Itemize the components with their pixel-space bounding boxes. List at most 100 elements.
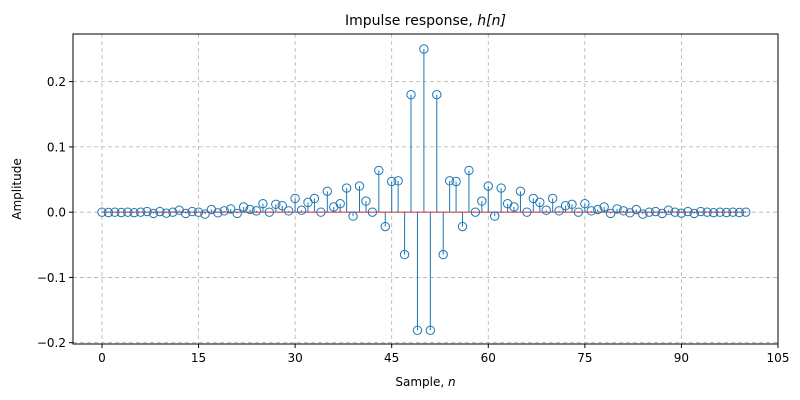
stem-marker bbox=[219, 206, 230, 216]
stem-marker bbox=[110, 207, 120, 217]
chart-title: Impulse response, h[n] bbox=[345, 13, 506, 29]
stem-marker bbox=[650, 206, 661, 217]
stem-marker bbox=[283, 206, 294, 216]
stem-marker bbox=[232, 208, 242, 219]
stem-marker bbox=[438, 249, 448, 260]
stem-marker bbox=[380, 221, 390, 232]
stem-marker bbox=[567, 199, 577, 210]
stem-marker bbox=[103, 207, 114, 218]
stem-marker bbox=[535, 197, 545, 208]
stem-marker bbox=[361, 196, 371, 206]
stem-marker bbox=[612, 204, 622, 214]
stem-marker bbox=[180, 208, 191, 219]
stem-marker bbox=[348, 211, 358, 221]
stem-marker bbox=[464, 165, 474, 176]
stem-marker bbox=[715, 207, 725, 217]
stem-marker bbox=[689, 208, 700, 219]
stem-marker bbox=[444, 176, 455, 186]
x-axis-label: Sample, n bbox=[395, 375, 455, 389]
stem-marker bbox=[271, 199, 281, 210]
stem-marker bbox=[586, 206, 596, 216]
stem-marker bbox=[734, 207, 745, 218]
stem-marker bbox=[644, 207, 654, 217]
stem-marker bbox=[386, 176, 397, 187]
stem-marker bbox=[560, 200, 571, 211]
y-tick-label: 0.2 bbox=[47, 75, 66, 89]
stem-marker bbox=[702, 207, 712, 217]
stem-marker bbox=[341, 183, 352, 193]
stem-marker bbox=[129, 207, 139, 218]
stem-marker bbox=[425, 325, 436, 335]
stem-marker bbox=[193, 207, 204, 217]
stem-marker bbox=[496, 183, 506, 193]
stem-marker bbox=[457, 221, 468, 232]
stem-marker bbox=[116, 207, 126, 218]
stem-marker bbox=[367, 207, 378, 217]
stem-marker bbox=[142, 206, 152, 217]
stem-marker bbox=[277, 200, 287, 211]
stem-marker bbox=[618, 206, 629, 216]
stem-marker bbox=[290, 193, 300, 204]
stem-marker bbox=[708, 207, 719, 218]
stem-marker bbox=[374, 165, 384, 176]
stem-marker bbox=[187, 206, 197, 217]
stem-marker bbox=[251, 206, 262, 216]
y-tick-label: 0.0 bbox=[47, 206, 66, 220]
plot-area-frame bbox=[72, 33, 779, 345]
x-tick-label: 75 bbox=[577, 351, 592, 365]
stem-marker bbox=[483, 181, 493, 191]
stem-marker bbox=[741, 207, 751, 217]
grid-lines bbox=[73, 34, 779, 344]
stem-marker bbox=[522, 207, 532, 217]
stem-marker bbox=[264, 207, 275, 217]
stem-marker bbox=[676, 208, 687, 218]
stem-marker bbox=[123, 207, 133, 217]
stem-marker bbox=[432, 89, 442, 100]
y-tick-label: −0.2 bbox=[37, 336, 66, 350]
stem-marker bbox=[148, 208, 159, 219]
stem-marker bbox=[335, 198, 345, 209]
stem-marker bbox=[135, 207, 146, 217]
stem-marker bbox=[721, 207, 732, 218]
stem-marker bbox=[406, 89, 416, 100]
stem-marker bbox=[213, 208, 223, 218]
stem-marker bbox=[354, 181, 365, 191]
x-tick-label: 60 bbox=[481, 351, 496, 365]
stem-marker bbox=[226, 204, 236, 214]
y-axis-label: Amplitude bbox=[10, 158, 24, 220]
stem-marker bbox=[393, 176, 403, 186]
stem-marker bbox=[97, 207, 107, 217]
stem-marker bbox=[599, 202, 609, 212]
stem-marker bbox=[200, 209, 210, 219]
stem-marker bbox=[593, 204, 603, 215]
axis-ticks: 0 15 30 45 60 75 90 105 −0.2 −0.1 0.0 0.1 0.2 bbox=[37, 75, 790, 365]
stem-marker bbox=[670, 207, 680, 217]
stem-marker bbox=[573, 207, 584, 217]
stem-marker bbox=[161, 208, 172, 218]
stem-marker bbox=[155, 206, 165, 217]
stem-marker bbox=[238, 202, 249, 212]
stem-series bbox=[97, 44, 751, 335]
stem-marker bbox=[638, 209, 648, 219]
stem-marker bbox=[663, 205, 674, 215]
stem-marker bbox=[541, 205, 551, 215]
stem-marker bbox=[547, 193, 558, 204]
stem-marker bbox=[322, 186, 333, 196]
stem-marker bbox=[554, 206, 564, 216]
stem-marker bbox=[509, 202, 519, 212]
stem-marker bbox=[412, 325, 423, 335]
x-tick-label: 90 bbox=[674, 351, 689, 365]
stem-marker bbox=[419, 44, 429, 54]
stem-marker bbox=[605, 208, 616, 219]
stem-marker bbox=[168, 207, 178, 217]
stem-marker bbox=[451, 176, 461, 187]
x-tick-label: 105 bbox=[767, 351, 790, 365]
y-tick-label: 0.1 bbox=[47, 140, 66, 154]
y-tick-label: −0.1 bbox=[37, 271, 66, 285]
stem-marker bbox=[399, 249, 410, 260]
stem-marker bbox=[258, 198, 268, 209]
stem-marker bbox=[515, 186, 526, 196]
stem-marker bbox=[316, 207, 326, 217]
stem-marker bbox=[477, 196, 487, 206]
